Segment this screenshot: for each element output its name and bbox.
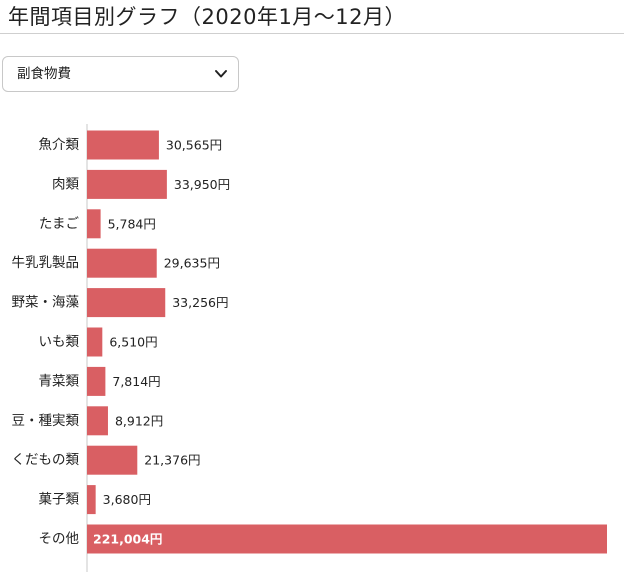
bar[interactable] [87,130,159,160]
value-label: 29,635円 [164,256,220,271]
value-label: 3,680円 [103,492,151,507]
category-label: 菓子類 [39,492,80,508]
value-label: 7,814円 [112,374,160,389]
category-label: 牛乳乳製品 [12,255,80,271]
value-label: 33,256円 [172,295,228,310]
page-title: 年間項目別グラフ（2020年1月〜12月） [8,5,407,29]
category-select[interactable]: 副食物費 [2,56,239,92]
value-label: 8,912円 [115,413,163,428]
category-select-value: 副食物費 [17,66,71,82]
bar[interactable] [87,485,96,515]
bar-chart: 魚介類 30,565円肉類 33,950円たまご 5,784円牛乳乳製品 29,635円… [0,120,624,575]
title-divider [0,33,624,34]
category-label: たまご [39,216,80,232]
bar[interactable] [87,524,607,554]
bar[interactable] [87,406,108,436]
bar[interactable] [87,288,166,318]
value-label: 5,784円 [108,216,156,231]
bar[interactable] [87,248,157,278]
value-label: 6,510円 [109,335,157,350]
category-label: 青菜類 [39,373,80,389]
category-label: 野菜・海藻 [12,295,80,311]
bar[interactable] [87,327,103,357]
category-label: 豆・種実類 [12,413,80,429]
category-label: その他 [39,531,80,547]
bar[interactable] [87,169,167,199]
category-label: 魚介類 [39,137,80,153]
chevron-down-icon [215,70,227,78]
value-label: 33,950円 [174,177,230,192]
bar[interactable] [87,366,106,396]
category-label: くだもの類 [12,452,80,468]
bar[interactable] [87,445,138,475]
category-label: いも類 [39,334,80,350]
value-label: 30,565円 [166,138,222,153]
category-label: 肉類 [52,176,79,192]
value-label: 221,004円 [93,532,162,547]
bar[interactable] [87,209,101,239]
value-label: 21,376円 [144,453,200,468]
